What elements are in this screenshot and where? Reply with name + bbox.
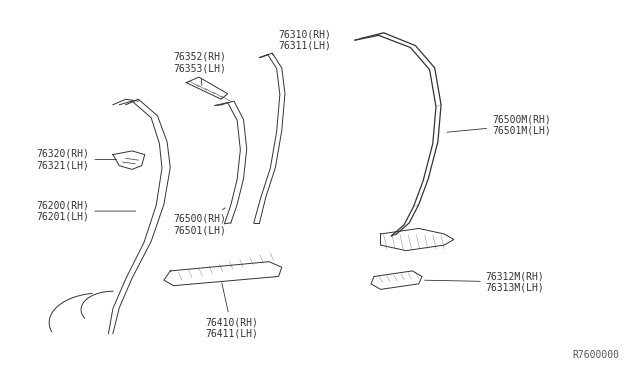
Text: 76352(RH)
76353(LH): 76352(RH) 76353(LH) xyxy=(173,51,227,86)
Text: 76410(RH)
76411(LH): 76410(RH) 76411(LH) xyxy=(205,283,258,339)
Text: 76500(RH)
76501(LH): 76500(RH) 76501(LH) xyxy=(173,208,227,235)
Text: 76320(RH)
76321(LH): 76320(RH) 76321(LH) xyxy=(36,149,116,170)
Text: 76200(RH)
76201(LH): 76200(RH) 76201(LH) xyxy=(36,200,136,222)
Text: 76500M(RH)
76501M(LH): 76500M(RH) 76501M(LH) xyxy=(447,114,551,136)
Text: 76310(RH)
76311(LH): 76310(RH) 76311(LH) xyxy=(272,29,332,55)
Text: 76312M(RH)
76313M(LH): 76312M(RH) 76313M(LH) xyxy=(425,271,545,293)
Text: R7600000: R7600000 xyxy=(573,350,620,359)
